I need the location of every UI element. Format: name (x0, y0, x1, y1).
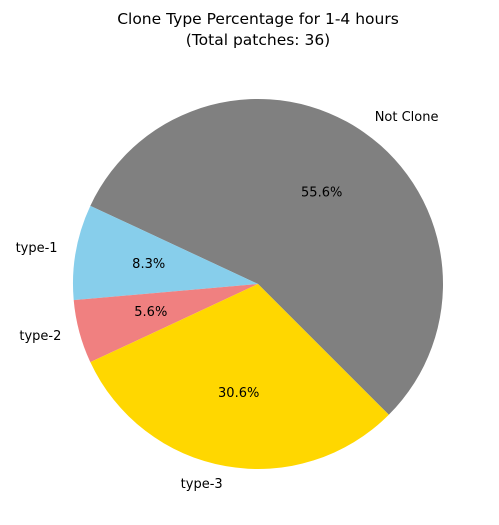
slice-percent-not-clone: 55.6% (301, 186, 342, 201)
slice-label-type-3: type-3 (181, 477, 223, 492)
slice-percent-type-2: 5.6% (134, 305, 167, 320)
pie-labels: Not Clone 55.6% type-1 8.3% type-2 5.6% type-3… (16, 110, 439, 492)
pie-slice-not-clone (90, 98, 444, 415)
slice-label-type-2: type-2 (19, 329, 61, 344)
slice-label-type-1: type-1 (16, 241, 58, 256)
pie-slice-type-1 (72, 205, 258, 301)
chart-subtitle: (Total patches: 36) (186, 31, 330, 49)
slice-label-not-clone: Not Clone (375, 110, 439, 125)
slice-percent-type-3: 30.6% (218, 386, 259, 401)
pie-slice-type-2 (73, 284, 258, 363)
pie-slices (72, 98, 444, 469)
slice-percent-type-1: 8.3% (132, 257, 165, 272)
pie-slice-type-3 (90, 284, 389, 469)
chart-title: Clone Type Percentage for 1-4 hours (117, 10, 399, 28)
